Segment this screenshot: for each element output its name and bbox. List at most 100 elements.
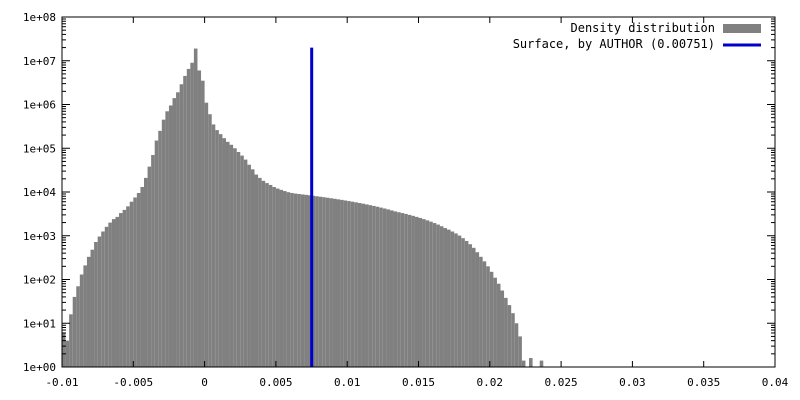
histogram-bar (500, 290, 505, 367)
histogram-bar (218, 134, 223, 367)
histogram-bar (261, 180, 266, 367)
histogram-bar (211, 124, 216, 367)
histogram-bar (414, 216, 419, 367)
histogram-bar (119, 213, 123, 367)
histogram-bar (471, 247, 476, 367)
histogram-bar (464, 240, 469, 367)
histogram-bar (479, 256, 483, 367)
histogram-bar (461, 238, 465, 367)
histogram-bar (204, 102, 209, 367)
histogram-bar (90, 249, 95, 367)
histogram-bar (240, 155, 244, 367)
histogram-bar (486, 266, 490, 367)
histogram-bar (475, 252, 480, 367)
histogram-bar (489, 271, 494, 367)
histogram-bar (300, 194, 305, 367)
legend: Density distribution Surface, by AUTHOR … (513, 21, 761, 51)
histogram-bar (336, 199, 341, 367)
histogram-bar (529, 358, 533, 367)
histogram-bar (65, 340, 70, 367)
histogram-bar (158, 130, 162, 367)
histogram-bar (379, 207, 383, 367)
histogram-bar (122, 209, 127, 367)
histogram-bar (193, 48, 198, 368)
y-tick-label: 1e+07 (23, 55, 56, 68)
histogram-bar (429, 221, 433, 367)
histogram-bar (161, 119, 166, 367)
histogram-bar (247, 164, 251, 367)
histogram-bar (215, 130, 219, 367)
y-tick-label: 1e+08 (23, 11, 56, 24)
histogram-bar (147, 166, 152, 367)
x-tick-label: 0.015 (402, 376, 435, 389)
histogram-bar (222, 138, 226, 367)
histogram-bar (72, 296, 77, 367)
histogram-bar (86, 256, 91, 367)
histogram-bar (539, 360, 544, 367)
histogram-bar (407, 214, 412, 367)
histogram-bar (97, 236, 102, 367)
histogram-bar (496, 283, 501, 367)
histogram-bar (297, 194, 301, 367)
histogram-bar (340, 199, 344, 367)
histogram-bar (493, 277, 497, 367)
legend-label-surface: Surface, by AUTHOR (0.00751) (513, 37, 715, 51)
histogram-bar (279, 189, 284, 367)
histogram-bar (482, 261, 487, 367)
histogram-bar (350, 201, 355, 367)
x-tick-label: 0 (201, 376, 208, 389)
histogram-bar (236, 152, 241, 367)
histogram-bar (293, 193, 298, 367)
histogram-bar (265, 183, 269, 367)
density-bars (62, 48, 544, 368)
histogram-bar (329, 198, 333, 367)
histogram-bar (315, 196, 319, 367)
y-tick-label: 1e+05 (23, 142, 56, 155)
histogram-bar (372, 205, 376, 367)
histogram-bar (69, 314, 73, 367)
histogram-bar (62, 332, 66, 367)
x-tick-label: 0.04 (762, 376, 789, 389)
legend-label-density: Density distribution (571, 21, 716, 35)
legend-swatch-density (723, 24, 761, 33)
histogram-bar (111, 219, 116, 367)
y-tick-label: 1e+06 (23, 99, 56, 112)
histogram-bar (133, 197, 137, 367)
histogram-bar (343, 200, 348, 367)
histogram-bar (404, 213, 408, 367)
histogram-bar (286, 192, 291, 367)
histogram-bar (76, 286, 80, 367)
histogram-bar (258, 177, 262, 367)
histogram-bar (432, 223, 437, 367)
histogram-bar (411, 215, 415, 367)
histogram-bar (443, 228, 448, 367)
y-tick-label: 1e+02 (23, 274, 56, 287)
histogram-bar (382, 208, 387, 367)
x-tick-label: 0.03 (619, 376, 646, 389)
histogram-bar (357, 203, 362, 367)
histogram-bar (108, 222, 112, 367)
histogram-bar (165, 111, 169, 367)
histogram-bar (507, 305, 512, 367)
histogram-bar (168, 105, 173, 367)
histogram-bar (197, 70, 202, 368)
histogram-bar (468, 244, 472, 367)
histogram-bar (104, 226, 109, 367)
histogram-bar (83, 265, 87, 367)
histogram-bar (136, 192, 141, 367)
histogram-bar (514, 323, 519, 367)
histogram-bar (521, 360, 526, 367)
x-tick-label: 0.005 (259, 376, 292, 389)
y-tick-label: 1e+01 (23, 317, 56, 330)
histogram-bar (151, 155, 155, 367)
histogram-bar (201, 80, 205, 367)
x-tick-label: 0.035 (687, 376, 720, 389)
histogram-bar (354, 202, 358, 367)
histogram-bar (318, 196, 323, 367)
histogram-bar (268, 184, 273, 367)
histogram-bar (450, 231, 455, 367)
histogram-bar (365, 204, 369, 367)
histogram-bar (101, 231, 105, 367)
x-tick-label: -0.01 (45, 376, 78, 389)
